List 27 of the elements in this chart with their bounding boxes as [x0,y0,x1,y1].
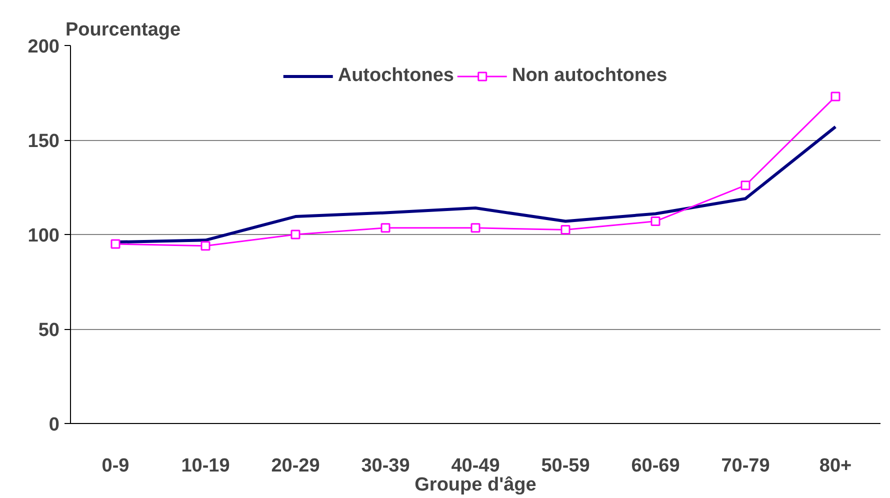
y-axis-title: Pourcentage [66,20,181,40]
x-tick-label: 10-19 [181,456,230,476]
y-tick-label: 100 [28,226,60,246]
y-tick-label: 150 [28,131,60,152]
point [380,223,390,233]
legend-label: Non autochtones [512,65,668,87]
point [740,180,750,190]
x-tick-label: 80+ [819,456,852,476]
x-tick-label: 30-39 [361,456,410,476]
x-tick-label: 20-29 [271,456,320,476]
point [650,216,660,226]
x-tick-label: 40-49 [451,456,500,476]
y-tick-label: 0 [48,414,60,436]
x-axis-title: Groupe d'âge [414,474,536,496]
point [200,241,210,251]
legend-label: Autochtones [338,65,454,87]
x-tick-label: 50-59 [541,456,590,476]
y-tick-label: 50 [38,320,60,341]
point [560,225,570,235]
x-tick-label: 70-79 [721,456,770,476]
y-tick-label: 200 [28,36,60,58]
point [110,239,120,249]
point [830,92,840,102]
point [290,230,300,240]
point [470,223,480,233]
x-tick-label: 60-69 [631,456,680,476]
x-tick-label: 0-9 [102,456,130,476]
